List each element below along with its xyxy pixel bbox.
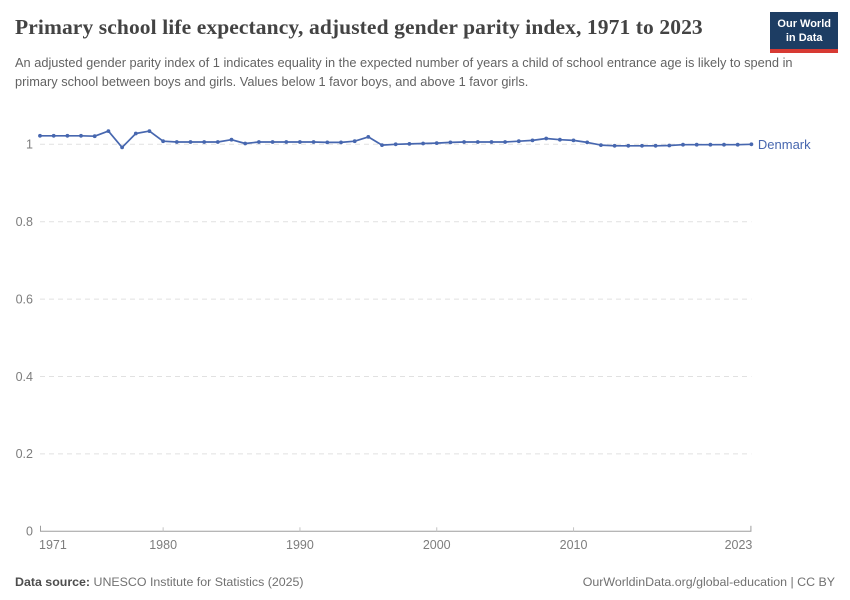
chart-footer: Data source: UNESCO Institute for Statis… xyxy=(15,575,835,589)
data-point[interactable] xyxy=(133,131,138,136)
y-axis-tick-label: 0.4 xyxy=(16,370,33,384)
data-point[interactable] xyxy=(640,143,644,148)
y-axis-tick-label: 0 xyxy=(26,525,33,539)
chart-header: Primary school life expectancy, adjusted… xyxy=(15,12,835,91)
data-point[interactable] xyxy=(530,138,535,143)
data-point[interactable] xyxy=(585,140,590,145)
data-source-label: Data source: xyxy=(15,575,91,589)
data-point[interactable] xyxy=(544,136,549,141)
owid-logo: Our World in Data xyxy=(770,12,838,53)
data-point[interactable] xyxy=(65,133,70,138)
data-point[interactable] xyxy=(612,143,617,148)
data-point[interactable] xyxy=(311,140,316,144)
data-point[interactable] xyxy=(462,140,466,144)
data-point[interactable] xyxy=(215,140,220,144)
data-point[interactable] xyxy=(106,129,111,134)
data-point[interactable] xyxy=(352,139,357,144)
chart-title: Primary school life expectancy, adjusted… xyxy=(15,15,703,39)
data-point[interactable] xyxy=(120,145,124,150)
owid-logo-line2: in Data xyxy=(785,32,823,45)
data-point[interactable] xyxy=(407,142,412,146)
data-point[interactable] xyxy=(421,141,425,146)
data-point[interactable] xyxy=(243,141,248,146)
data-point[interactable] xyxy=(38,133,42,138)
data-point[interactable] xyxy=(735,142,740,147)
data-point[interactable] xyxy=(558,137,562,142)
data-point[interactable] xyxy=(626,143,631,148)
y-axis-tick-label: 0.8 xyxy=(16,215,33,229)
y-axis-tick-label: 1 xyxy=(26,138,33,152)
x-axis-tick-label: 1990 xyxy=(286,538,314,552)
data-point[interactable] xyxy=(229,137,234,142)
x-axis-tick-label: 2023 xyxy=(725,538,753,552)
data-point[interactable] xyxy=(708,142,713,147)
data-point[interactable] xyxy=(257,140,261,144)
data-point[interactable] xyxy=(161,139,166,144)
entity-label-denmark[interactable]: Denmark xyxy=(758,137,811,152)
x-axis-tick-label: 2000 xyxy=(423,538,451,552)
data-source-note: Data source: UNESCO Institute for Statis… xyxy=(15,575,304,589)
data-point[interactable] xyxy=(380,143,384,148)
data-point[interactable] xyxy=(489,140,494,144)
data-source-text: UNESCO Institute for Statistics (2025) xyxy=(90,575,304,589)
data-point[interactable] xyxy=(51,133,56,138)
data-point[interactable] xyxy=(339,140,343,145)
y-axis-tick-label: 0.2 xyxy=(16,447,33,461)
x-axis-tick-label: 1971 xyxy=(39,538,67,552)
footer-link[interactable]: OurWorldinData.org/global-education | CC… xyxy=(582,575,835,589)
data-point[interactable] xyxy=(722,142,726,147)
data-point[interactable] xyxy=(298,140,302,144)
data-point[interactable] xyxy=(749,142,754,147)
x-axis-tick-label: 2010 xyxy=(560,538,588,552)
data-point[interactable] xyxy=(147,129,152,134)
data-point[interactable] xyxy=(516,139,521,144)
data-point[interactable] xyxy=(434,141,439,146)
data-point[interactable] xyxy=(270,140,275,144)
data-point[interactable] xyxy=(694,142,699,147)
data-point[interactable] xyxy=(681,142,685,147)
data-point[interactable] xyxy=(79,133,83,138)
data-point[interactable] xyxy=(448,140,453,145)
data-point[interactable] xyxy=(667,143,672,148)
data-point[interactable] xyxy=(325,140,330,145)
x-axis-tick-label: 1980 xyxy=(149,538,177,552)
data-point[interactable] xyxy=(599,143,603,148)
data-point[interactable] xyxy=(393,142,398,147)
data-point[interactable] xyxy=(571,138,576,143)
data-point[interactable] xyxy=(503,140,507,144)
data-point[interactable] xyxy=(475,140,480,144)
y-axis-tick-label: 0.6 xyxy=(16,292,33,306)
data-point[interactable] xyxy=(202,140,207,144)
data-point[interactable] xyxy=(92,134,97,139)
data-point[interactable] xyxy=(188,140,193,144)
data-point[interactable] xyxy=(653,143,658,148)
data-point[interactable] xyxy=(174,140,179,144)
data-point[interactable] xyxy=(284,140,289,144)
data-point[interactable] xyxy=(366,135,371,139)
owid-logo-line1: Our World xyxy=(777,18,831,30)
chart-subtitle: An adjusted gender parity index of 1 ind… xyxy=(15,54,793,89)
